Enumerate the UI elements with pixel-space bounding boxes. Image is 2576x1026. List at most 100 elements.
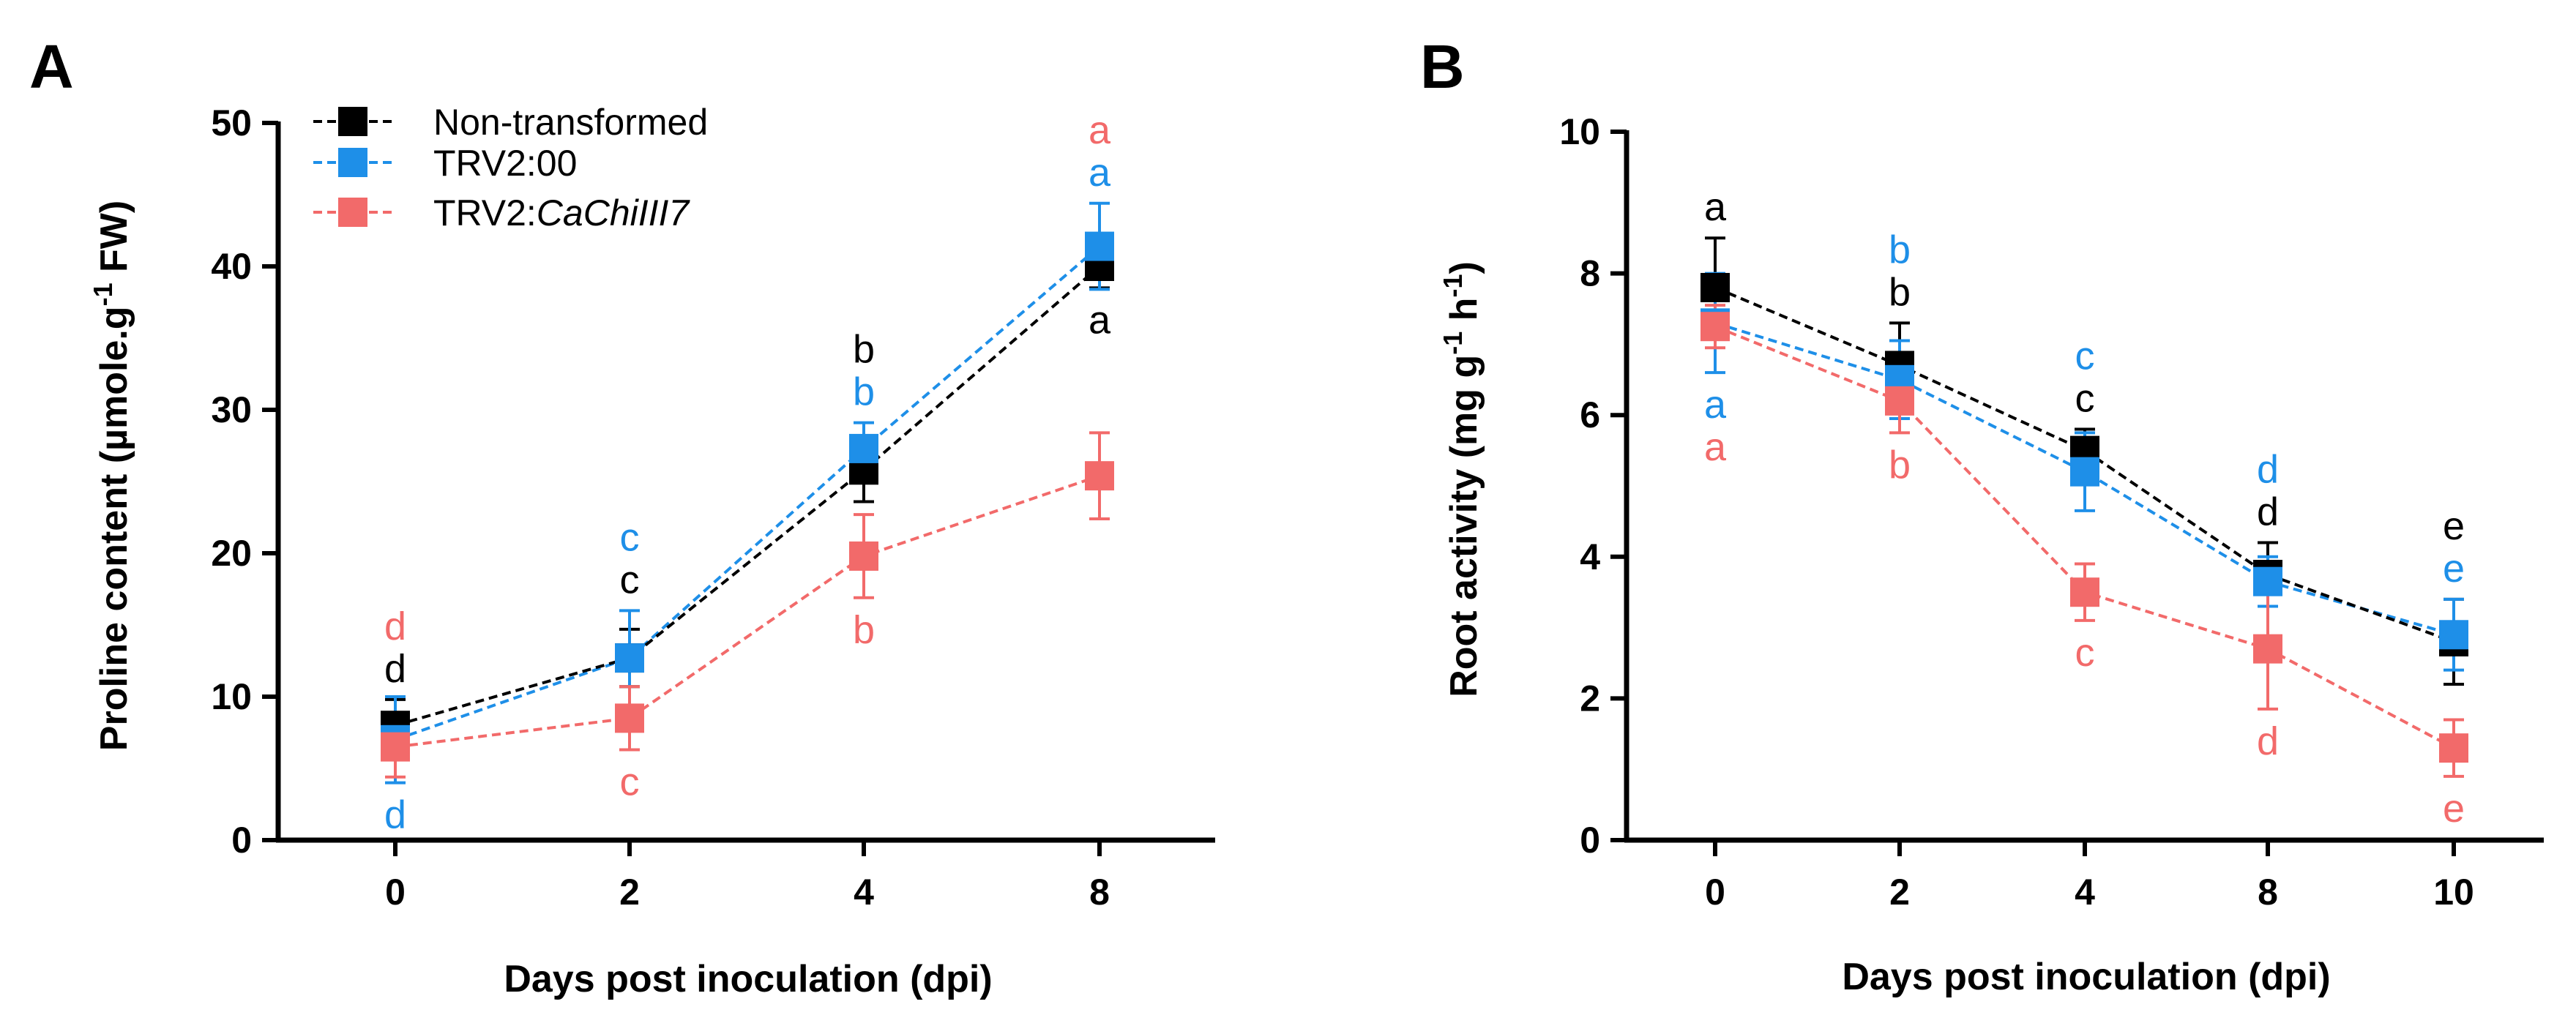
panel-a-y-axis-title-main: Proline content (µmole.g <box>93 306 135 751</box>
panel-a-x-tick-label: 2 <box>619 872 640 913</box>
panel-a-sig-letter-non-transformed: d <box>384 647 406 691</box>
panel-b-y-axis-title-tail: h <box>1443 298 1485 332</box>
panel-b-point-trv2-cachiiii7 <box>2070 577 2099 607</box>
legend-marker-trv2-cachiiii7 <box>338 198 367 227</box>
panel-b-point-trv2-00 <box>2253 566 2282 596</box>
panel-b-chart: B Days post inoculation (dpi) Root activ… <box>1420 32 2544 998</box>
panel-b-point-trv2-cachiiii7 <box>1885 386 1914 416</box>
panel-b-point-trv2-cachiiii7 <box>2253 634 2282 664</box>
panel-b-y-axis-title: Root activity (mg g-1 h-1) <box>1438 261 1485 697</box>
panel-b-x-tick-label: 4 <box>2075 872 2095 913</box>
panel-a-y-tick-label: 10 <box>211 676 252 717</box>
panel-a-point-trv2-cachiiii7 <box>381 732 410 762</box>
panel-b-sig-letter-trv2-00: d <box>2257 447 2279 491</box>
panel-b-y-axis-title-superscript: -1 <box>1438 332 1468 355</box>
panel-a-y-tick-label: 30 <box>211 389 252 430</box>
legend-label-non-transformed: Non-transformed <box>433 102 708 143</box>
panel-a-x-tick-label: 8 <box>1089 872 1110 913</box>
panel-b-x-tick-label: 2 <box>1889 872 1910 913</box>
legend-label-trv2-00: TRV2:00 <box>433 143 577 184</box>
panel-b-sig-letter-non-transformed: d <box>2257 490 2279 533</box>
legend-item-trv2-00: TRV2:00 <box>313 143 577 184</box>
panel-a-point-trv2-00 <box>849 433 878 463</box>
panel-b-y-axis-title-tail-2: ) <box>1443 261 1485 274</box>
panel-b-y-tick-label: 0 <box>1580 820 1600 861</box>
panel-a-y-tick-label: 0 <box>231 820 252 861</box>
panel-a-axes: 0 10 20 30 40 50 0 2 4 8 <box>211 102 1215 913</box>
panel-a-y-tick-label: 40 <box>211 246 252 287</box>
panel-b-sig-letter-trv2-cachiiii7: b <box>1889 443 1911 487</box>
panel-b-sig-letter-non-transformed: e <box>2443 504 2465 548</box>
panel-b-sig-letter-trv2-cachiiii7: e <box>2443 787 2465 831</box>
panel-a-markers <box>381 231 1114 762</box>
panel-a-point-trv2-cachiiii7 <box>615 703 644 733</box>
panel-b-x-axis-title: Days post inoculation (dpi) <box>1842 956 2330 998</box>
panel-a-sig-letter-trv2-00: d <box>384 793 406 837</box>
panel-a-point-trv2-cachiiii7 <box>1085 461 1114 491</box>
panel-a-sig-letter-trv2-cachiiii7: a <box>1089 108 1111 152</box>
panel-b-sig-letter-trv2-00: b <box>1889 228 1911 272</box>
panel-b-point-trv2-00 <box>2070 457 2099 487</box>
legend-marker-trv2-00 <box>338 148 367 177</box>
panel-a-y-axis-title-tail: FW) <box>93 201 135 283</box>
panel-a-y-tick-label: 20 <box>211 533 252 574</box>
panel-a-sig-letter-trv2-cachiiii7: d <box>384 604 406 648</box>
legend-label-trv2-prefix: TRV2: <box>433 192 537 233</box>
panel-a-sig-letter-trv2-00: a <box>1089 151 1111 195</box>
panel-b-y-tick-label: 2 <box>1580 678 1600 719</box>
panel-a-sig-letter-trv2-00: c <box>620 515 640 559</box>
panel-b-y-tick-label: 4 <box>1580 536 1600 577</box>
panel-b-sig-letter-trv2-cachiiii7: a <box>1704 425 1727 469</box>
panel-b-sig-letter-non-transformed: c <box>2075 377 2095 421</box>
panel-b-y-tick-label: 10 <box>1559 111 1600 152</box>
panel-a-chart: A Days post inoculation (dpi) Proline co… <box>29 32 1215 1000</box>
panel-b-point-trv2-cachiiii7 <box>2439 733 2468 763</box>
panel-b-sig-letter-non-transformed: b <box>1889 270 1911 314</box>
panel-a-x-tick-label: 0 <box>385 872 406 913</box>
legend-marker-non-transformed <box>338 107 367 136</box>
panel-b-x-tick-label: 10 <box>2433 872 2474 913</box>
panel-a-sig-letter-non-transformed: a <box>1089 298 1111 342</box>
panel-a-x-tick-label: 4 <box>854 872 874 913</box>
panel-a-series-lines <box>395 245 1101 749</box>
panel-b-sig-letter-trv2-cachiiii7: c <box>2075 631 2095 675</box>
panel-a-y-axis-title-superscript: -1 <box>88 282 118 306</box>
panel-a-line-trv2-00 <box>395 245 1101 741</box>
panel-a-letter: A <box>29 32 74 101</box>
panel-b-point-non-transformed <box>1700 272 1730 302</box>
legend-label-trv2-cachiiii7: TRV2:CaChiIII7 <box>433 192 690 233</box>
panel-a-y-tick-label: 50 <box>211 102 252 143</box>
panel-a-point-trv2-00 <box>1085 231 1114 261</box>
panel-a-sig-letter-non-transformed: c <box>620 558 640 602</box>
panel-b-y-tick-label: 8 <box>1580 253 1600 294</box>
panel-b-x-tick-label: 0 <box>1705 872 1725 913</box>
panel-a-sig-letter-trv2-cachiiii7: c <box>620 760 640 804</box>
panel-b-sig-letter-trv2-00: e <box>2443 547 2465 591</box>
panel-a-sig-letter-non-transformed: b <box>853 328 875 372</box>
panel-a-sig-letter-trv2-00: b <box>853 370 875 414</box>
legend-item-non-transformed: Non-transformed <box>313 102 708 143</box>
panel-b-axes: 0 2 4 6 8 10 0 2 4 8 10 <box>1559 111 2544 913</box>
panel-a-y-axis-title: Proline content (µmole.g-1 FW) <box>88 201 135 751</box>
panel-b-point-trv2-cachiiii7 <box>1700 312 1730 342</box>
panel-b-x-tick-label: 8 <box>2258 872 2278 913</box>
panel-b-sig-letter-trv2-00: c <box>2075 334 2095 378</box>
panel-a-line-non-transformed <box>395 265 1101 727</box>
legend: Non-transformed TRV2:00 TRV2:CaChiIII7 <box>313 102 708 233</box>
panel-b-y-axis-title-superscript-2: -1 <box>1438 274 1468 298</box>
panel-b-point-trv2-00 <box>2439 620 2468 650</box>
panel-a-x-axis-title: Days post inoculation (dpi) <box>504 958 992 1000</box>
panel-a-point-trv2-cachiiii7 <box>849 541 878 571</box>
panel-b-letter: B <box>1420 32 1465 101</box>
legend-label-gene-italic: CaChiIII7 <box>537 192 691 233</box>
panel-b-y-tick-label: 6 <box>1580 394 1600 435</box>
panel-b-markers <box>1700 272 2468 763</box>
legend-item-trv2-cachiiii7: TRV2:CaChiIII7 <box>313 192 690 233</box>
panel-a-sig-letter-trv2-cachiiii7: b <box>853 608 875 652</box>
panel-b-line-trv2-00 <box>1714 321 2454 637</box>
panel-b-y-axis-title-main: Root activity (mg g <box>1443 355 1485 697</box>
